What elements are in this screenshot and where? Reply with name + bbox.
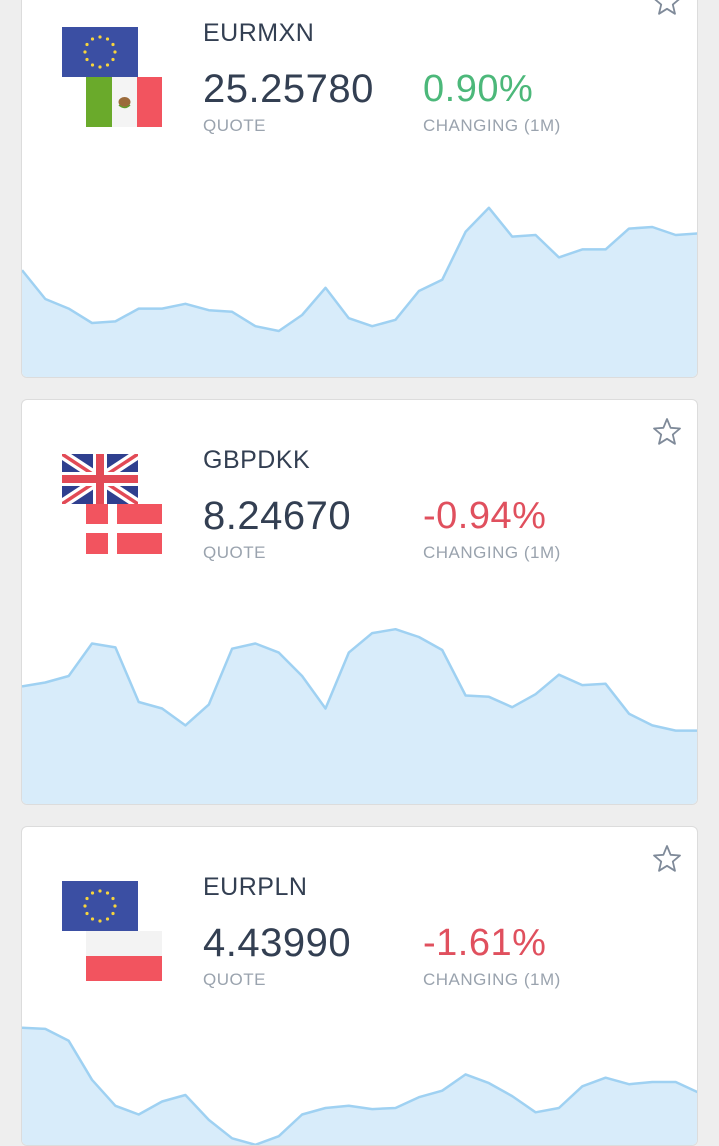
- currency-card[interactable]: GBPDKK 8.24670 QUOTE -0.94% CHANGING (1M…: [21, 399, 698, 805]
- eu-star: [90, 917, 95, 921]
- eu-star: [111, 896, 115, 901]
- change-percent: -1.61%: [423, 922, 547, 964]
- pair-symbol: EURMXN: [203, 19, 315, 47]
- eu-star: [85, 911, 89, 916]
- change-label: CHANGING (1M): [423, 543, 561, 562]
- chart-line: [22, 1026, 697, 1145]
- change-label: CHANGING (1M): [423, 970, 561, 989]
- poland-flag-icon: [86, 931, 162, 981]
- currency-card[interactable]: EURPLN 4.43990 QUOTE -1.61% CHANGING (1M…: [21, 826, 698, 1146]
- favorite-star-icon[interactable]: [651, 416, 683, 448]
- mexico-flag-icon: [86, 77, 162, 127]
- price-chart: [22, 171, 697, 377]
- eu-star: [90, 891, 95, 895]
- eu-star: [111, 57, 115, 62]
- uk-flag-icon: [62, 454, 138, 504]
- chart-line: [22, 627, 697, 732]
- chart-area: [22, 629, 697, 804]
- eu-star: [83, 50, 87, 54]
- eu-flag-icon: [62, 881, 138, 931]
- currency-pair-flags: [62, 454, 164, 556]
- eu-star: [105, 63, 110, 67]
- price-chart-svg: [22, 627, 697, 804]
- pair-symbol: GBPDKK: [203, 446, 311, 474]
- quote-value: 4.43990: [203, 921, 352, 965]
- quote-label: QUOTE: [203, 970, 266, 989]
- eu-star: [85, 42, 89, 47]
- price-chart: [22, 1017, 697, 1145]
- currency-card[interactable]: EURMXN 25.25780 QUOTE 0.90% CHANGING (1M…: [21, 0, 698, 378]
- eu-star: [111, 42, 115, 47]
- price-chart-svg: [22, 206, 697, 377]
- eu-star: [90, 63, 95, 67]
- eu-star: [98, 919, 102, 923]
- eu-star: [105, 917, 110, 921]
- eu-star: [105, 891, 110, 895]
- change-percent: 0.90%: [423, 68, 534, 110]
- eu-star: [98, 889, 102, 893]
- eu-star: [98, 35, 102, 39]
- price-chart-svg: [22, 1026, 697, 1145]
- pair-symbol: EURPLN: [203, 873, 308, 901]
- quote-label: QUOTE: [203, 116, 266, 135]
- currency-pair-flags: [62, 27, 164, 129]
- eu-star: [85, 896, 89, 901]
- change-percent: -0.94%: [423, 495, 547, 537]
- eu-star: [113, 904, 117, 908]
- eu-star: [90, 37, 95, 41]
- chart-area: [22, 1027, 697, 1145]
- eu-star: [111, 911, 115, 916]
- quote-value: 25.25780: [203, 67, 374, 111]
- eu-star: [98, 65, 102, 69]
- currency-pair-flags: [62, 881, 164, 983]
- eu-star: [83, 904, 87, 908]
- chart-area: [22, 207, 697, 377]
- chart-line: [22, 206, 697, 333]
- change-label: CHANGING (1M): [423, 116, 561, 135]
- quote-label: QUOTE: [203, 543, 266, 562]
- denmark-flag-icon: [86, 504, 162, 554]
- price-chart: [22, 598, 697, 804]
- quote-value: 8.24670: [203, 494, 352, 538]
- favorite-star-icon[interactable]: [651, 0, 683, 18]
- eu-star: [113, 50, 117, 54]
- eu-flag-icon: [62, 27, 138, 77]
- favorite-star-icon[interactable]: [651, 843, 683, 875]
- eu-star: [85, 57, 89, 62]
- eu-star: [105, 37, 110, 41]
